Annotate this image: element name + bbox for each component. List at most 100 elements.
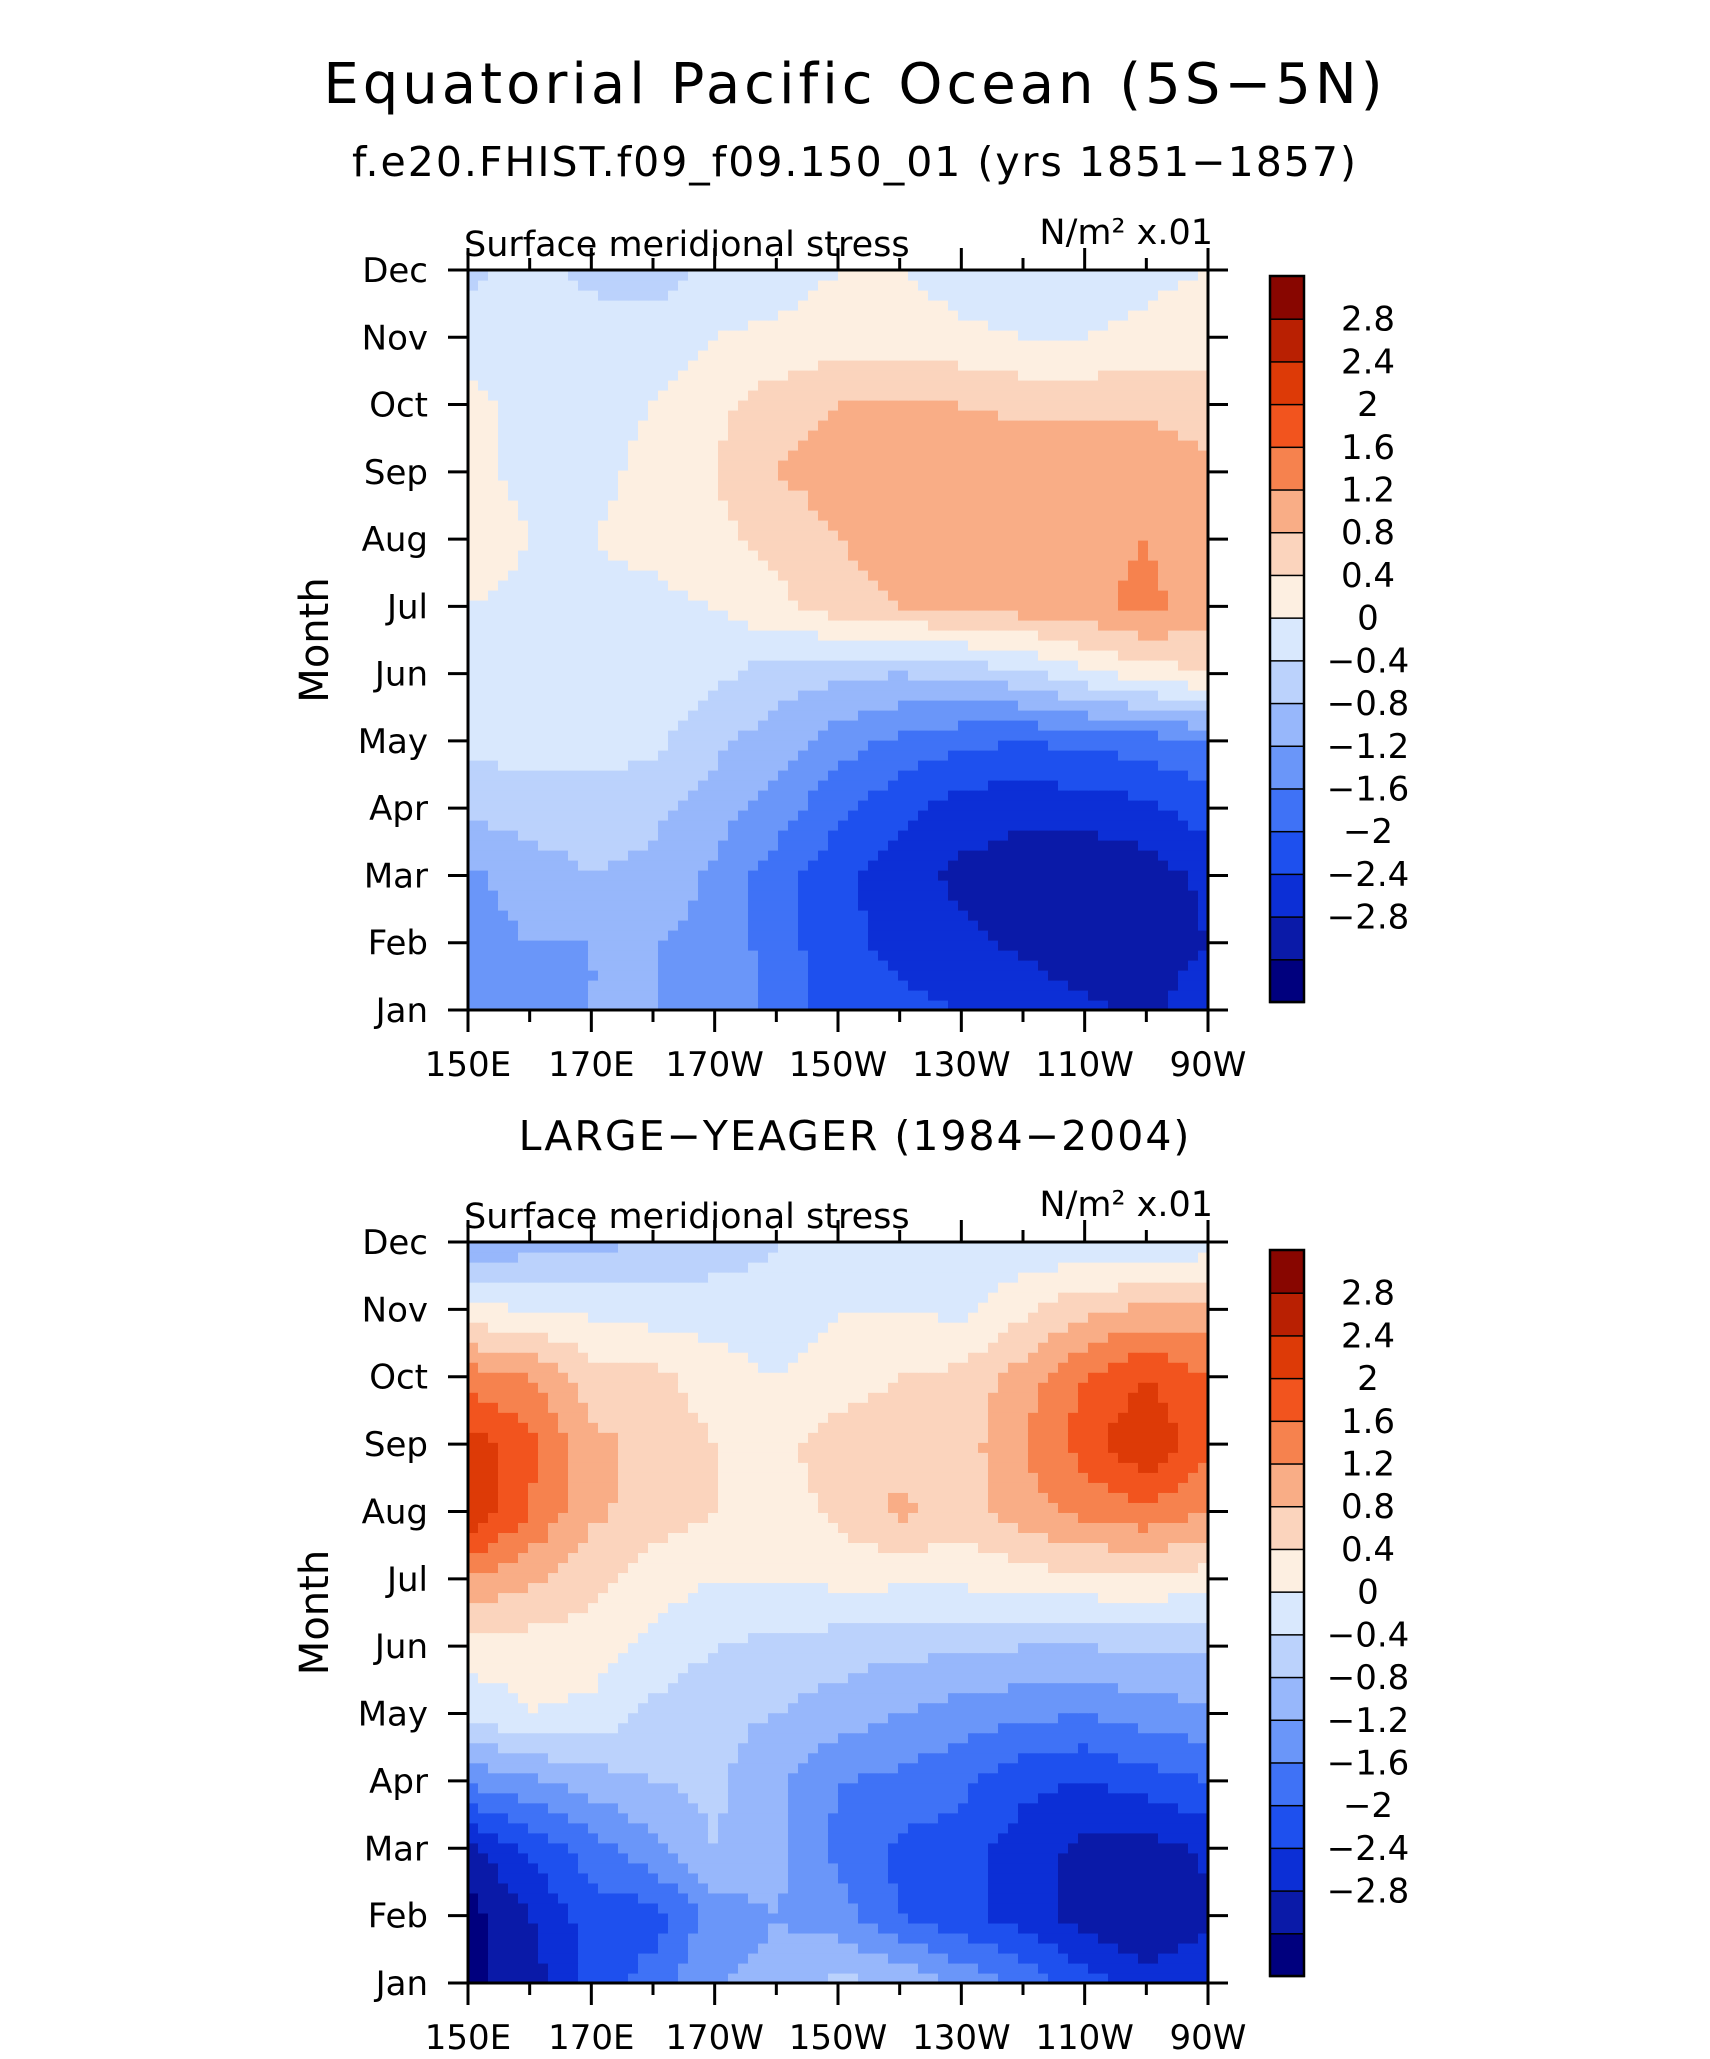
contour-cell [528,440,539,451]
contour-cell [928,510,939,521]
contour-cell [1178,640,1189,651]
contour-cell [668,620,679,631]
contour-cell [938,650,949,661]
contour-cell [818,980,829,991]
contour-cell [1008,960,1019,971]
contour-cell [1058,460,1069,471]
contour-cell [478,680,489,691]
contour-cell [508,950,519,961]
contour-cell [548,800,559,811]
contour-cell [948,570,959,581]
contour-cell [948,980,959,991]
contour-cell [1048,700,1059,711]
contour-cell [958,500,969,511]
contour-cell [1098,680,1109,691]
contour-cell [878,480,889,491]
contour-cell [1178,570,1189,581]
contour-cell [538,990,549,1001]
contour-cell [968,640,979,651]
contour-cell [818,360,829,371]
contour-cell [778,790,789,801]
contour-cell [1088,550,1099,561]
contour-cell [908,430,919,441]
contour-cell [538,580,549,591]
contour-cell [1118,380,1129,391]
contour-cell [1188,940,1199,951]
contour-cell [558,620,569,631]
contour-cell [658,330,669,341]
contour-cell [678,870,689,881]
contour-cell [1048,830,1059,841]
contour-cell [1108,670,1119,681]
contour-cell [988,850,999,861]
contour-cell [1068,680,1079,691]
contour-cell [548,530,559,541]
contour-cell [728,810,739,821]
contour-cell [918,740,929,751]
contour-cell [948,640,959,651]
contour-cell [1168,790,1179,801]
contour-cell [878,500,889,511]
contour-cell [1098,500,1109,511]
contour-cell [1118,600,1129,611]
contour-cell [1168,380,1179,391]
contour-cell [668,500,679,511]
contour-cell [668,990,679,1001]
contour-cell [598,540,609,551]
contour-cell [568,630,579,641]
contour-cell [708,920,719,931]
contour-cell [628,470,639,481]
contour-cell [948,740,959,751]
contour-cell [898,860,909,871]
contour-cell [1158,540,1169,551]
contour-cell [738,390,749,401]
contour-cell [1028,410,1039,421]
contour-cell [1128,820,1139,831]
contour-cell [858,1000,869,1011]
contour-cell [468,950,479,961]
contour-cell [738,540,749,551]
contour-cell [538,410,549,421]
contour-cell [798,990,809,1001]
contour-cell [878,590,889,601]
contour-cell [1078,570,1089,581]
contour-cell [848,980,859,991]
contour-cell [478,620,489,631]
contour-cell [1058,1000,1069,1011]
contour-cell [828,440,839,451]
contour-cell [578,840,589,851]
contour-cell [658,780,669,791]
contour-cell [628,930,639,941]
contour-cell [748,820,759,831]
contour-cell [958,360,969,371]
contour-cell [478,560,489,571]
contour-cell [818,930,829,941]
contour-cell [898,440,909,451]
contour-cell [468,470,479,481]
contour-cell [508,630,519,641]
contour-cell [968,1000,979,1011]
contour-cell [468,380,479,391]
contour-cell [738,710,749,721]
contour-cell [528,710,539,721]
contour-cell [768,950,779,961]
contour-cell [1168,390,1179,401]
contour-cell [518,500,529,511]
contour-cell [1138,690,1149,701]
contour-cell [958,640,969,651]
contour-cell [718,900,729,911]
contour-cell [598,500,609,511]
contour-cell [1148,830,1159,841]
contour-cell [878,510,889,521]
contour-cell [908,450,919,461]
contour-cell [508,530,519,541]
contour-cell [1038,710,1049,721]
contour-cell [708,540,719,551]
contour-cell [798,960,809,971]
contour-cell [568,450,579,461]
contour-cell [1178,700,1189,711]
contour-cell [1068,840,1079,851]
contour-cell [978,600,989,611]
contour-cell [698,600,709,611]
contour-cell [1178,810,1189,821]
